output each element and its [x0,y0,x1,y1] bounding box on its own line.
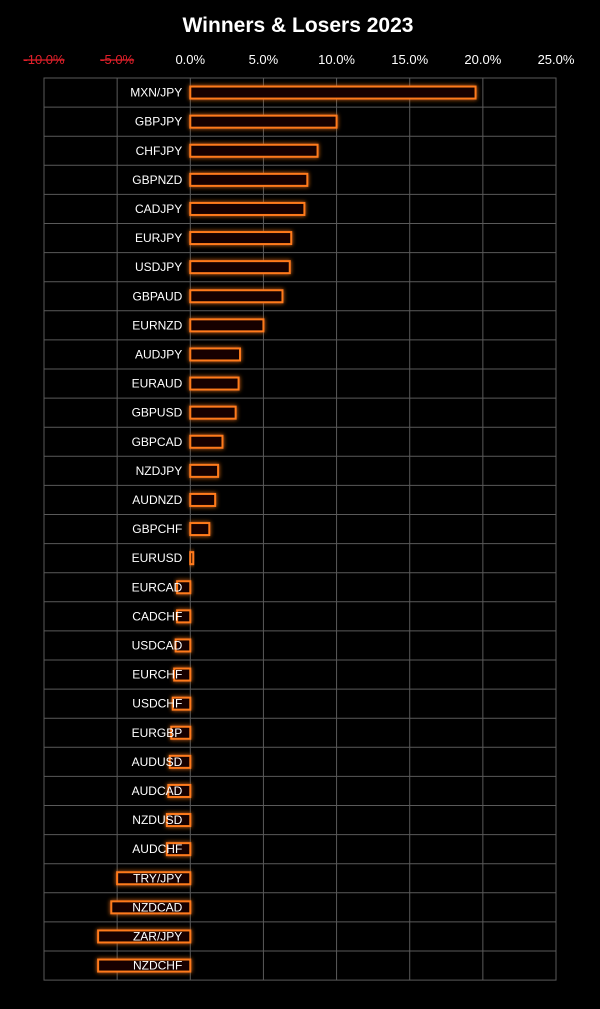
x-tick-label: 10.0% [318,52,355,67]
bar [167,783,192,798]
grid-lines [43,77,557,981]
category-label: EURGBP [132,726,183,740]
category-label: USDCHF [132,697,182,711]
category-label: GBPNZD [132,173,182,187]
category-label: EURUSD [132,551,183,565]
category-label: EURCHF [132,668,182,682]
bar [165,813,192,828]
bar [189,376,240,391]
bar [189,260,291,275]
category-label: AUDJPY [135,347,182,361]
category-label: EURAUD [132,377,183,391]
bar [116,871,192,886]
category-label: ZAR/JPY [133,929,182,943]
category-label: AUDUSD [132,755,183,769]
bar [189,201,306,216]
category-label: NZDCHF [133,959,182,973]
bar [97,929,192,944]
bar [189,405,237,420]
bar [173,667,192,682]
plot-border [43,77,557,981]
category-label: CHFJPY [136,144,183,158]
bar [171,696,192,711]
bar [189,347,242,362]
category-label: GBPUSD [132,406,183,420]
bar [189,143,319,158]
category-label: CADJPY [135,202,182,216]
category-label: GBPCAD [132,435,183,449]
bar [97,958,192,973]
category-label: EURNZD [132,318,182,332]
bar [174,638,192,653]
bar [189,551,195,566]
bar [189,85,477,100]
category-label: AUDCAD [132,784,183,798]
category-label: AUDNZD [132,493,182,507]
chart-title: Winners & Losers 2023 [183,14,414,37]
bar [189,318,265,333]
x-tick-label: -5.0% [100,52,134,67]
category-label: NZDUSD [132,813,182,827]
category-label: EURJPY [135,231,182,245]
bar [189,522,211,537]
bar [189,492,217,507]
category-label: AUDCHF [132,842,182,856]
bar [165,842,192,857]
x-tick-label: 25.0% [538,52,575,67]
x-tick-label: 0.0% [175,52,205,67]
bar [176,609,192,624]
x-tick-label: 5.0% [249,52,279,67]
category-label: EURCAD [132,580,183,594]
category-label: TRY/JPY [133,871,182,885]
bar [189,172,309,187]
category-label: USDCAD [132,638,183,652]
category-label: GBPAUD [132,289,182,303]
category-label: NZDJPY [136,464,183,478]
x-tick-label: -10.0% [23,52,65,67]
x-tick-labels: -10.0% -5.0% 0.0% 5.0% 10.0% 15.0% 20.0% 25.0% [23,52,574,67]
bar [189,231,293,246]
bar [168,754,192,769]
category-label: USDJPY [135,260,182,274]
category-label: GBPJPY [135,115,182,129]
x-tick-label: 20.0% [464,52,501,67]
category-label: GBPCHF [132,522,182,536]
bar [189,114,338,129]
category-labels: MXN/JPY GBPJPY CHFJPY GBPNZD CADJPY EURJPY USD… [130,86,182,973]
bars [97,85,477,973]
bar [110,900,192,915]
bar [189,434,224,449]
bar [189,463,220,478]
bar [170,725,192,740]
category-label: MXN/JPY [130,86,182,100]
category-label: NZDCAD [132,900,182,914]
bar [176,580,192,595]
category-label: CADCHF [132,609,182,623]
bar [189,289,284,304]
x-tick-label: 15.0% [391,52,428,67]
